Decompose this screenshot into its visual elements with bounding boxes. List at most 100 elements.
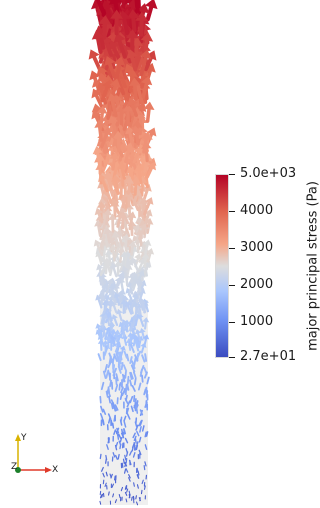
stress-arrow-glyph xyxy=(143,388,147,396)
colorbar-tick xyxy=(229,174,235,175)
stress-arrow-glyph xyxy=(134,43,139,65)
stress-arrow-head-icon xyxy=(94,119,106,128)
stress-arrow-glyph xyxy=(137,332,141,342)
stress-arrow-glyph xyxy=(138,420,143,427)
stress-arrow-glyph xyxy=(121,373,126,383)
stress-arrow-glyph xyxy=(143,265,148,278)
stress-arrow-glyph xyxy=(138,283,145,296)
stress-arrow-glyph xyxy=(130,405,134,413)
stress-arrow-head-icon xyxy=(100,0,114,11)
stress-arrow-head-icon xyxy=(118,212,128,219)
stress-arrow-glyph xyxy=(117,120,125,138)
stress-arrow-head-icon xyxy=(106,93,118,103)
stress-arrow-glyph xyxy=(137,88,145,106)
stress-arrow-glyph xyxy=(111,248,116,262)
stress-arrow-glyph xyxy=(131,360,136,370)
stress-arrow-head-icon xyxy=(97,197,108,205)
stress-arrow-glyph xyxy=(118,383,121,391)
stress-arrow-glyph xyxy=(128,474,131,479)
stress-arrow-glyph xyxy=(138,227,145,241)
z-axis-label: Z xyxy=(11,462,17,472)
stress-arrow-head-icon xyxy=(121,229,131,237)
stress-arrow-glyph xyxy=(144,444,148,450)
stress-arrow-head-icon xyxy=(134,328,142,335)
stress-arrow-head-icon xyxy=(122,233,131,240)
stress-arrow-glyph xyxy=(138,497,141,502)
stress-arrow-head-icon xyxy=(109,328,117,334)
stress-arrow-glyph xyxy=(143,464,146,471)
stress-arrow-glyph xyxy=(119,392,123,400)
stress-arrow-head-icon xyxy=(91,88,102,99)
stress-arrow-glyph xyxy=(132,371,137,379)
stress-arrow-head-icon xyxy=(143,101,155,110)
stress-arrow-head-icon xyxy=(111,314,118,320)
stress-arrow-head-icon xyxy=(130,257,139,265)
stress-arrow-head-icon xyxy=(109,262,118,270)
stress-arrow-glyph xyxy=(118,433,122,440)
stress-arrow-head-icon xyxy=(126,49,138,59)
stress-arrow-head-icon xyxy=(108,321,116,327)
stress-arrow-head-icon xyxy=(130,314,138,320)
stress-arrow-glyph xyxy=(138,291,144,303)
stress-arrow-glyph xyxy=(138,252,145,263)
stress-arrow-glyph xyxy=(120,325,125,334)
stress-arrow-glyph xyxy=(105,390,109,398)
stress-arrow-glyph xyxy=(104,363,108,373)
stress-arrow-head-icon xyxy=(96,201,106,208)
stress-arrow-head-icon xyxy=(124,176,135,184)
stress-arrow-glyph xyxy=(120,386,124,394)
stress-arrow-glyph xyxy=(122,364,128,372)
stress-arrow-glyph xyxy=(125,85,131,100)
stress-arrow-glyph xyxy=(105,471,108,477)
stress-arrow-glyph xyxy=(133,435,137,442)
stress-arrow-head-icon xyxy=(101,127,112,137)
stress-arrow-glyph xyxy=(142,137,148,154)
stress-arrow-head-icon xyxy=(144,62,156,73)
stress-arrow-glyph xyxy=(140,68,146,89)
stress-arrow-glyph xyxy=(107,417,111,424)
stress-arrow-glyph xyxy=(134,438,137,444)
stress-arrow-glyph xyxy=(128,477,131,482)
stress-arrow-head-icon xyxy=(127,332,134,337)
stress-arrow-head-icon xyxy=(101,313,109,320)
stress-arrow-glyph xyxy=(103,347,109,357)
stress-arrow-glyph xyxy=(101,178,109,193)
stress-arrow-glyph xyxy=(129,450,133,456)
stress-arrow-head-icon xyxy=(91,78,103,88)
stress-arrow-glyph xyxy=(117,39,127,59)
stress-arrow-glyph xyxy=(132,432,136,439)
stress-arrow-glyph xyxy=(125,467,129,473)
stress-arrow-glyph xyxy=(134,304,141,316)
stress-arrow-head-icon xyxy=(131,293,139,300)
stress-arrow-glyph xyxy=(101,317,106,328)
stress-arrow-glyph xyxy=(101,327,107,337)
stress-arrow-head-icon xyxy=(103,227,112,235)
stress-arrow-head-icon xyxy=(121,265,129,272)
stress-arrow-glyph xyxy=(134,0,140,16)
stress-arrow-head-icon xyxy=(124,63,136,74)
stress-arrow-glyph xyxy=(135,424,139,431)
stress-arrow-glyph xyxy=(125,457,128,464)
stress-arrow-glyph xyxy=(144,243,149,255)
stress-arrow-glyph xyxy=(126,181,131,195)
stress-arrow-glyph xyxy=(131,317,136,328)
stress-arrow-head-icon xyxy=(136,102,147,113)
stress-arrow-glyph xyxy=(118,235,124,247)
stress-arrow-head-icon xyxy=(117,161,127,170)
stress-arrow-glyph xyxy=(125,498,128,503)
colorbar-tick xyxy=(229,248,235,249)
stress-arrow-glyph xyxy=(110,99,118,118)
colorbar-tick-label: 2000 xyxy=(240,277,274,292)
stress-arrow-glyph xyxy=(143,201,151,216)
stress-arrow-glyph xyxy=(99,239,105,251)
stress-arrow-head-icon xyxy=(105,311,112,318)
stress-arrow-glyph xyxy=(111,354,116,364)
stress-arrow-glyph xyxy=(116,433,120,440)
stress-arrow-glyph xyxy=(102,472,105,478)
stress-arrow-glyph xyxy=(133,83,138,101)
stress-arrow-glyph xyxy=(125,383,129,392)
stress-arrow-glyph xyxy=(134,131,140,146)
stress-arrow-head-icon xyxy=(134,253,142,260)
stress-arrow-head-icon xyxy=(135,11,149,22)
